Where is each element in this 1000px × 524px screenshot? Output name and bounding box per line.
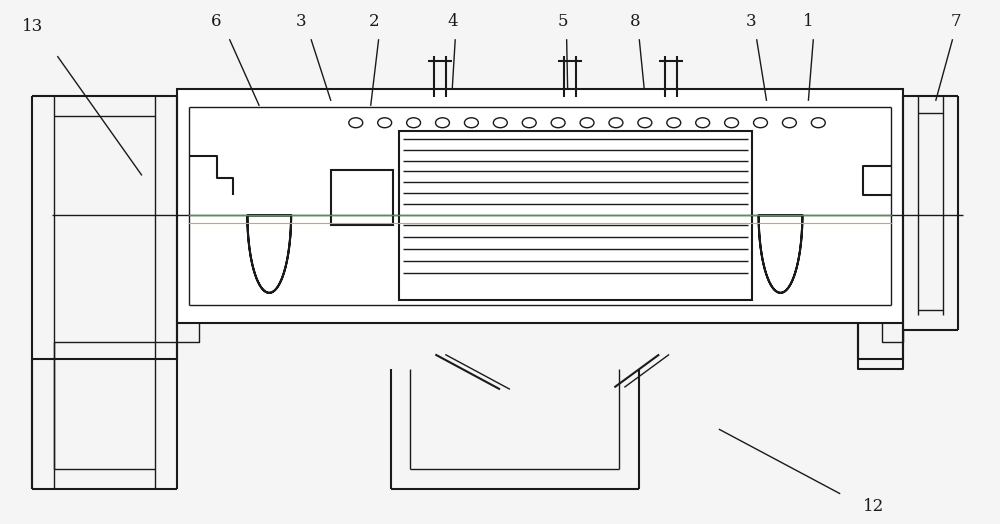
Text: 3: 3 bbox=[296, 13, 306, 30]
Text: 3: 3 bbox=[745, 13, 756, 30]
Text: 2: 2 bbox=[368, 13, 379, 30]
Text: 7: 7 bbox=[950, 13, 961, 30]
Bar bbox=[331, 170, 393, 225]
Text: 6: 6 bbox=[211, 13, 222, 30]
Bar bbox=[177, 89, 903, 323]
Text: 8: 8 bbox=[630, 13, 641, 30]
Text: 1: 1 bbox=[803, 13, 814, 30]
Bar bbox=[399, 130, 752, 300]
Text: 12: 12 bbox=[863, 498, 885, 515]
Text: 5: 5 bbox=[557, 13, 568, 30]
Text: 13: 13 bbox=[22, 18, 43, 35]
Text: 4: 4 bbox=[447, 13, 458, 30]
